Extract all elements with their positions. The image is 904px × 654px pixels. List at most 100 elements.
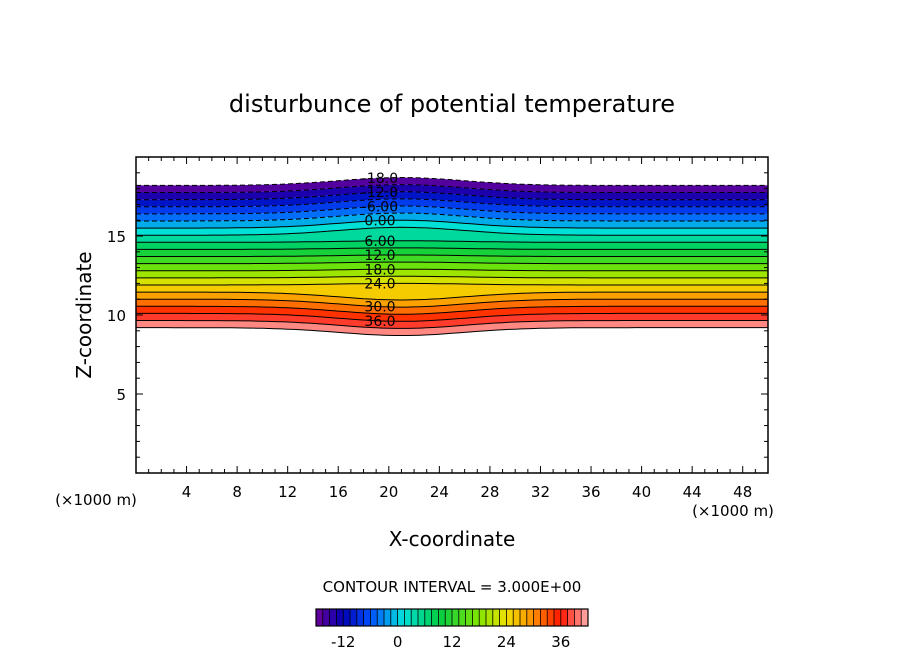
- contour-line: [136, 176, 768, 186]
- color-band: [136, 198, 768, 214]
- contour-line: [136, 198, 768, 208]
- color-band: [136, 292, 768, 308]
- colorbar-segment: [411, 609, 419, 626]
- colorbar-segment: [520, 609, 528, 626]
- y-tick-label: 5: [116, 386, 126, 404]
- colorbar-segment: [438, 609, 446, 626]
- contour-line: [136, 327, 768, 336]
- color-band: [136, 206, 768, 221]
- color-band: [136, 262, 768, 271]
- colorbar-segment: [574, 609, 582, 626]
- colorbar-segment: [479, 609, 487, 626]
- x-tick-label: 20: [379, 483, 398, 501]
- colorbar-segment: [370, 609, 378, 626]
- contour-line: [136, 320, 768, 329]
- contour-line: [136, 191, 768, 201]
- colorbar-segment: [472, 609, 480, 626]
- contour-line: [136, 219, 768, 229]
- contour-label: 12.0: [364, 248, 395, 264]
- colorbar-segment: [540, 609, 548, 626]
- contour-label: 18.0: [364, 262, 395, 278]
- contour-line: [136, 291, 768, 301]
- colorbar-segment: [547, 609, 555, 626]
- colorbar-segment: [390, 609, 398, 626]
- colorbar-segment: [526, 609, 534, 626]
- x-tick-label: 44: [683, 483, 702, 501]
- color-band: [136, 213, 768, 229]
- colorbar-segment: [424, 609, 432, 626]
- x-unit-left: (×1000 m): [55, 491, 137, 509]
- colorbar-segment: [506, 609, 514, 626]
- x-tick-label: 24: [430, 483, 449, 501]
- colorbar-tick-label: -12: [331, 633, 356, 651]
- y-tick-label: 10: [107, 307, 126, 325]
- colorbar-segment: [322, 609, 330, 626]
- colorbar-segment: [384, 609, 392, 626]
- color-band: [136, 320, 768, 336]
- colorbar-segment: [458, 609, 466, 626]
- colorbar-segment: [499, 609, 507, 626]
- colorbar-segment: [465, 609, 473, 626]
- colorbar-segment: [343, 609, 351, 626]
- contour-interval-text: CONTOUR INTERVAL = 3.000E+00: [323, 578, 582, 596]
- contour-line: [136, 268, 768, 272]
- y-axis-ticks: 5 10 15: [107, 172, 768, 458]
- contour-label: 0.00: [364, 214, 395, 230]
- colorbar-segment: [418, 609, 426, 626]
- colorbar-segment: [452, 609, 460, 626]
- color-band: [136, 191, 768, 207]
- colorbar-segment: [397, 609, 405, 626]
- colorbar-segment: [404, 609, 412, 626]
- contour-line: [136, 254, 768, 257]
- colorbar-segment: [377, 609, 385, 626]
- colorbar-segment: [581, 609, 589, 626]
- x-unit-right: (×1000 m): [692, 502, 774, 520]
- color-band: [136, 240, 768, 250]
- colorbar-tick-label: 12: [442, 633, 461, 651]
- contour-line: [136, 184, 768, 193]
- contour-line: [136, 247, 768, 250]
- chart-title: disturbunce of potential temperature: [229, 90, 675, 118]
- contour-line: [136, 212, 768, 222]
- colorbar-segment: [316, 609, 324, 626]
- x-tick-label: 16: [329, 483, 348, 501]
- contour-line: [136, 305, 768, 315]
- x-tick-label: 8: [232, 483, 242, 501]
- color-band: [136, 177, 768, 193]
- x-axis-ticks: 4 8 12 16 20 24 28 32 36 40 44 48: [148, 157, 756, 501]
- contour-label: 30.0: [364, 300, 395, 316]
- color-band: [136, 283, 768, 300]
- colorbar-segment: [513, 609, 521, 626]
- colorbar-tick-label: 24: [497, 633, 516, 651]
- x-tick-label: 48: [733, 483, 752, 501]
- contour-label: -18.0: [362, 171, 398, 187]
- colorbar-segment: [492, 609, 500, 626]
- colorbar-segment: [431, 609, 439, 626]
- x-tick-label: 40: [632, 483, 651, 501]
- colorbar-segment: [554, 609, 562, 626]
- colorbar-segment: [560, 609, 568, 626]
- colorbar-segment: [533, 609, 541, 626]
- y-tick-label: 15: [107, 228, 126, 246]
- contour-label: -12.0: [362, 185, 398, 201]
- color-band: [136, 255, 768, 264]
- color-band: [136, 269, 768, 278]
- contour-line: [136, 205, 768, 215]
- color-band: [136, 313, 768, 329]
- contour-label: 36.0: [364, 314, 395, 330]
- x-tick-label: 12: [278, 483, 297, 501]
- colorbar-tick-label: 0: [393, 633, 403, 651]
- contour-line: [136, 312, 768, 322]
- contour-line: [136, 261, 768, 265]
- colorbar: [315, 608, 589, 627]
- colorbar-segment: [567, 609, 575, 626]
- contour-line: [136, 275, 768, 279]
- color-band: [136, 227, 768, 243]
- colorbar-segment: [356, 609, 364, 626]
- y-axis-label: Z-coordinate: [72, 251, 96, 378]
- color-band: [136, 220, 768, 236]
- x-tick-label: 4: [182, 483, 192, 501]
- colorbar-segment: [350, 609, 358, 626]
